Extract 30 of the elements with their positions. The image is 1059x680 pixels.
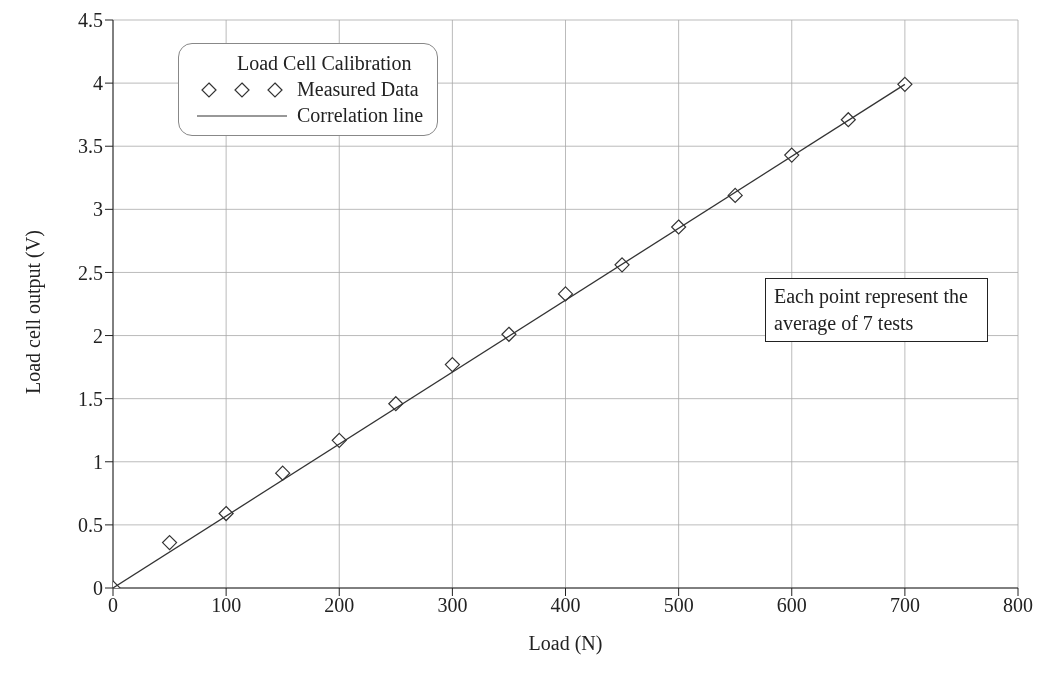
y-axis-title: Load cell output (V) <box>22 230 46 394</box>
point <box>161 534 178 551</box>
x-axis-title: Load (N) <box>528 632 603 655</box>
legend-label: Correlation line <box>297 104 424 127</box>
x-tick-label: 0 <box>108 594 118 617</box>
x-tick-label: 500 <box>663 594 694 617</box>
point <box>557 286 574 302</box>
y-tick-label: 3.5 <box>78 135 103 158</box>
point <box>275 465 291 481</box>
x-tick-label: 400 <box>550 594 581 617</box>
y-tick-label: 4.5 <box>78 9 103 32</box>
point <box>444 356 460 373</box>
y-tick-label: 2 <box>93 324 103 347</box>
y-tick-label: 2.5 <box>78 261 103 284</box>
y-tick-label: 3 <box>93 198 103 221</box>
y-tick-label: 1.5 <box>78 387 103 410</box>
x-tick-label: 100 <box>211 594 242 617</box>
x-tick-label: 700 <box>889 594 920 617</box>
y-tick-label: 0 <box>93 577 103 600</box>
x-tick-label: 800 <box>1003 594 1033 617</box>
annotation: Each point represent the average of 7 tests <box>765 278 988 342</box>
legend-title: Load Cell Calibration <box>236 52 413 75</box>
x-tick-label: 600 <box>776 594 807 617</box>
legend-label: Measured Data <box>297 78 419 101</box>
point <box>897 76 913 92</box>
x-tick-label: 300 <box>437 594 468 617</box>
y-tick-label: 4 <box>93 72 103 95</box>
y-tick-label: 1 <box>93 450 103 473</box>
y-tick-label: 0.5 <box>78 513 103 536</box>
x-tick-label: 200 <box>324 594 355 617</box>
